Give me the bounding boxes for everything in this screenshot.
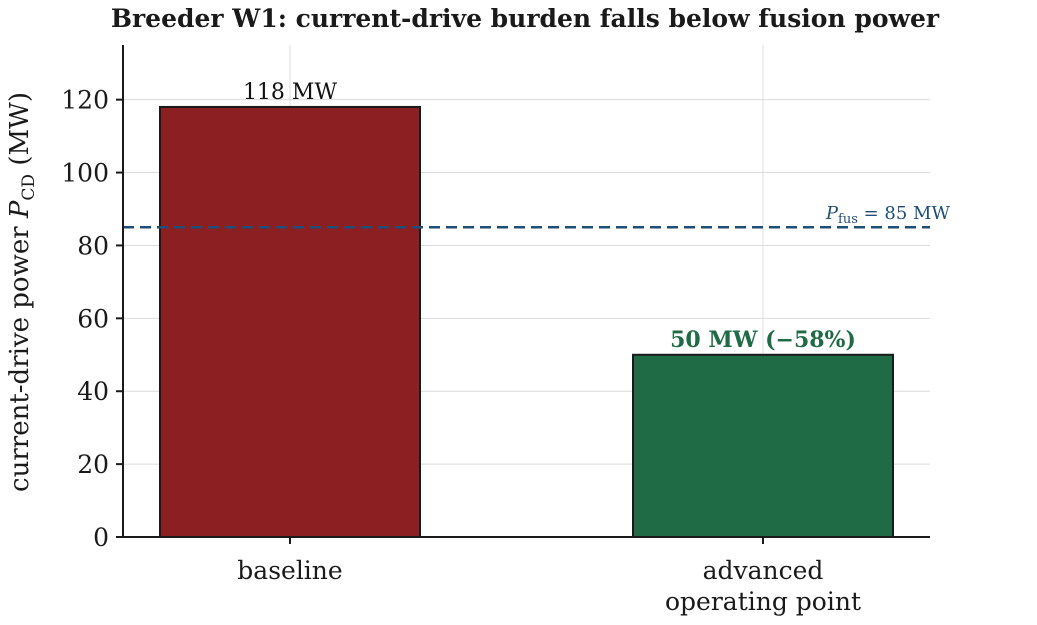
y-tick-label: 0 [93,523,109,552]
y-tick-label: 40 [77,377,109,406]
reference-line-label: Pfus = 85 MW [825,203,951,227]
data-labels: 118 MW 50 MW (−58%) [243,80,856,353]
axes: 0 20 40 60 80 100 120 baseline advanced operating… [61,45,930,616]
x-tick-label: advanced operating point [665,556,861,616]
bar [632,353,894,538]
y-axis-label: current-drive power PCD (MW) [5,92,39,492]
y-tick-label: 60 [77,304,109,333]
y-tick-label: 80 [77,231,109,260]
bars [159,105,894,538]
x-tick-label: baseline [237,556,342,585]
y-tick-label: 20 [77,450,109,479]
chart-title: Breeder W1: current-drive burden falls b… [111,4,940,33]
data-label: 50 MW (−58%) [670,327,856,353]
bar [159,105,421,538]
reference-line-group: Pfus = 85 MW [123,203,951,229]
data-label: 118 MW [243,80,338,105]
y-tick-label: 100 [61,159,109,188]
y-tick-label: 120 [61,86,109,115]
